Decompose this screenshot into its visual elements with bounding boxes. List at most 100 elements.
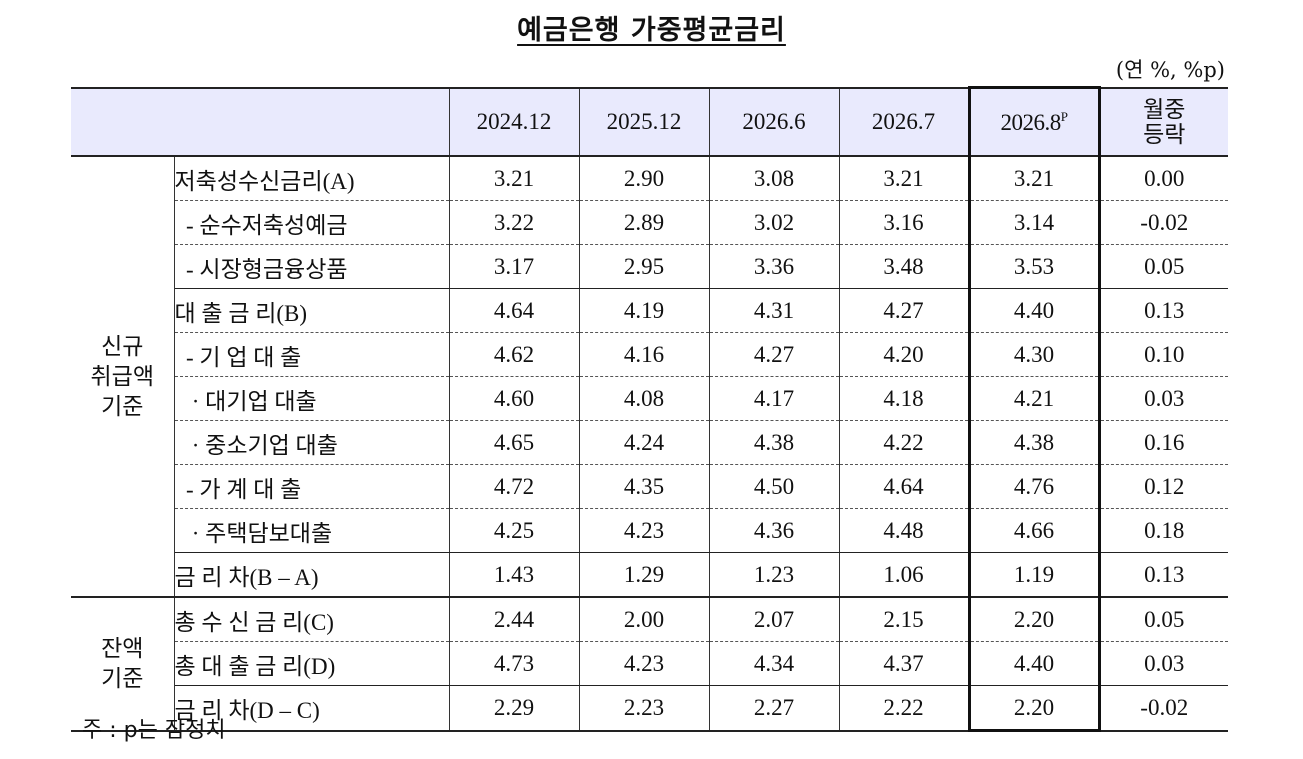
table-row: 신규 취급액 기준 저축성수신금리(A) 3.21 2.90 3.08 3.21 3.21 0… bbox=[71, 156, 1228, 598]
table-row: · 중소기업 대출 4.65 4.24 4.38 4.22 4.38 0.16 bbox=[71, 420, 1228, 465]
row-label: 저축성수신금리(A) bbox=[174, 156, 449, 201]
rate-cell: 4.48 bbox=[838, 508, 969, 553]
col-header: 2026.6 bbox=[708, 86, 839, 157]
rate-cell: 2.20 bbox=[967, 597, 1101, 642]
row-label: - 가 계 대 출 bbox=[174, 464, 449, 509]
rate-cell: 4.76 bbox=[967, 464, 1101, 509]
table-row: · 주택담보대출 4.25 4.23 4.36 4.48 4.66 0.18 bbox=[71, 508, 1228, 553]
rate-cell: 4.73 bbox=[448, 641, 579, 686]
rate-cell: 4.08 bbox=[578, 376, 709, 421]
change-cell: 0.00 bbox=[1098, 156, 1228, 201]
rate-cell: 3.21 bbox=[838, 156, 969, 201]
table-row: 금 리 차(D – C) 2.29 2.23 2.27 2.22 2.20 -0.02 bbox=[71, 685, 1228, 732]
table-row: 잔액 기준 총 수 신 금 리(C) 2.44 2.00 2.07 2.15 2.20 0.0… bbox=[71, 597, 1228, 732]
group-label: 신규 취급액 기준 bbox=[71, 156, 175, 598]
rate-cell: 2.27 bbox=[708, 685, 839, 732]
rate-cell: 3.17 bbox=[448, 244, 579, 289]
rate-cell: 3.22 bbox=[448, 200, 579, 245]
change-cell: 0.18 bbox=[1098, 508, 1228, 553]
rate-cell: 4.34 bbox=[708, 641, 839, 686]
table-row: - 순수저축성예금 3.22 2.89 3.02 3.16 3.14 -0.02 bbox=[71, 200, 1228, 245]
col-header: 2025.12 bbox=[578, 86, 709, 157]
rate-cell: 3.02 bbox=[708, 200, 839, 245]
rate-cell: 1.19 bbox=[967, 552, 1101, 598]
table-row: - 기 업 대 출 4.62 4.16 4.27 4.20 4.30 0.10 bbox=[71, 332, 1228, 377]
rate-cell: 4.38 bbox=[708, 420, 839, 465]
row-label: - 순수저축성예금 bbox=[174, 200, 449, 245]
row-label: - 시장형금융상품 bbox=[174, 244, 449, 289]
rate-cell: 4.23 bbox=[578, 508, 709, 553]
rate-cell: 4.23 bbox=[578, 641, 709, 686]
rate-cell: 1.06 bbox=[838, 552, 969, 598]
rate-cell: 4.36 bbox=[708, 508, 839, 553]
change-cell: 0.16 bbox=[1098, 420, 1228, 465]
rate-cell: 2.23 bbox=[578, 685, 709, 732]
row-label: 대 출 금 리(B) bbox=[174, 288, 449, 333]
table-body: 신규 취급액 기준 저축성수신금리(A) 3.21 2.90 3.08 3.21 3.21 0… bbox=[71, 156, 1228, 732]
row-label: 총 수 신 금 리(C) bbox=[174, 597, 449, 642]
rate-cell: 4.30 bbox=[967, 332, 1101, 377]
rate-cell: 3.14 bbox=[967, 200, 1101, 245]
rate-cell: 4.25 bbox=[448, 508, 579, 553]
row-label: - 기 업 대 출 bbox=[174, 332, 449, 377]
change-cell: 0.03 bbox=[1098, 641, 1228, 686]
table-row: 대 출 금 리(B) 4.64 4.19 4.31 4.27 4.40 0.13 bbox=[71, 288, 1228, 333]
change-cell: 0.13 bbox=[1098, 288, 1228, 333]
rate-cell: 4.62 bbox=[448, 332, 579, 377]
rate-cell: 2.00 bbox=[578, 597, 709, 642]
change-cell: 0.12 bbox=[1098, 464, 1228, 509]
rate-cell: 2.29 bbox=[448, 685, 579, 732]
header-row: 2024.12 2025.12 2026.6 2026.7 2026.8P 월중… bbox=[71, 86, 1228, 157]
rate-cell: 3.08 bbox=[708, 156, 839, 201]
table-row: - 시장형금융상품 3.17 2.95 3.36 3.48 3.53 0.05 bbox=[71, 244, 1228, 289]
rate-cell: 2.89 bbox=[578, 200, 709, 245]
change-cell: 0.05 bbox=[1098, 597, 1228, 642]
rate-cell: 4.64 bbox=[448, 288, 579, 333]
page-title: 예금은행 가중평균금리 bbox=[517, 15, 786, 46]
table-row: · 대기업 대출 4.60 4.08 4.17 4.18 4.21 0.03 bbox=[71, 376, 1228, 421]
col-header: 2026.7 bbox=[838, 86, 969, 157]
rate-cell: 4.20 bbox=[838, 332, 969, 377]
row-label: · 대기업 대출 bbox=[174, 376, 449, 421]
rate-cell: 4.21 bbox=[967, 376, 1101, 421]
rate-cell: 4.35 bbox=[578, 464, 709, 509]
rate-cell: 4.66 bbox=[967, 508, 1101, 553]
rate-cell: 4.24 bbox=[578, 420, 709, 465]
row-label: 금 리 차(B – A) bbox=[174, 552, 449, 598]
rate-cell: 4.17 bbox=[708, 376, 839, 421]
rate-cell: 3.21 bbox=[448, 156, 579, 201]
row-label: · 중소기업 대출 bbox=[174, 420, 449, 465]
rate-cell: 3.16 bbox=[838, 200, 969, 245]
rate-cell: 4.64 bbox=[838, 464, 969, 509]
change-cell: 0.05 bbox=[1098, 244, 1228, 289]
rate-cell: 3.53 bbox=[967, 244, 1101, 289]
row-label: 금 리 차(D – C) bbox=[174, 685, 449, 732]
rate-cell: 4.31 bbox=[708, 288, 839, 333]
rate-cell: 2.20 bbox=[967, 685, 1101, 732]
rate-cell: 4.27 bbox=[838, 288, 969, 333]
col-header: 2024.12 bbox=[448, 86, 579, 157]
rate-cell: 2.95 bbox=[578, 244, 709, 289]
rate-cell: 4.40 bbox=[967, 288, 1101, 333]
rate-cell: 2.90 bbox=[578, 156, 709, 201]
rate-cell: 4.38 bbox=[967, 420, 1101, 465]
footnote: 주 : p는 잠정치 bbox=[82, 718, 226, 743]
rate-cell: 2.07 bbox=[708, 597, 839, 642]
change-cell: -0.02 bbox=[1098, 200, 1228, 245]
col-header-change: 월중 등락 bbox=[1098, 86, 1228, 157]
latest-period: 2026.8 bbox=[1000, 109, 1062, 135]
row-label: · 주택담보대출 bbox=[174, 508, 449, 553]
change-cell: 0.10 bbox=[1098, 332, 1228, 377]
col-header-latest: 2026.8P bbox=[967, 86, 1101, 157]
rate-cell: 4.50 bbox=[708, 464, 839, 509]
rate-cell: 2.15 bbox=[838, 597, 969, 642]
unit-label: (연 %, %p) bbox=[1115, 58, 1225, 82]
rate-cell: 1.29 bbox=[578, 552, 709, 598]
rate-cell: 4.65 bbox=[448, 420, 579, 465]
rate-cell: 3.48 bbox=[838, 244, 969, 289]
rate-cell: 4.18 bbox=[838, 376, 969, 421]
rate-cell: 4.72 bbox=[448, 464, 579, 509]
header-corner bbox=[71, 86, 449, 157]
change-cell: -0.02 bbox=[1098, 685, 1228, 732]
rate-cell: 1.43 bbox=[448, 552, 579, 598]
